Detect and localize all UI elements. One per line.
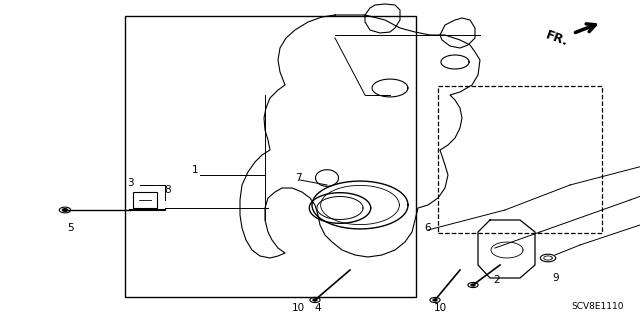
Bar (134, 192, 157, 208)
Text: 6: 6 (425, 223, 431, 233)
Bar (125, 16, 416, 297)
Text: 9: 9 (553, 273, 559, 283)
Text: 10: 10 (433, 303, 447, 313)
Text: 4: 4 (315, 303, 321, 313)
Circle shape (433, 299, 437, 301)
Bar (438, 86, 602, 233)
Text: FR.: FR. (543, 28, 570, 48)
Circle shape (63, 209, 68, 211)
Circle shape (313, 299, 317, 301)
Circle shape (471, 284, 475, 286)
Text: 2: 2 (493, 275, 500, 285)
Text: 7: 7 (294, 173, 301, 183)
Text: 10: 10 (291, 303, 305, 313)
Text: 3: 3 (127, 178, 133, 188)
Text: 1: 1 (192, 165, 198, 175)
Text: SCV8E1110: SCV8E1110 (572, 302, 624, 311)
Text: 8: 8 (164, 185, 172, 195)
Text: 5: 5 (67, 223, 74, 233)
